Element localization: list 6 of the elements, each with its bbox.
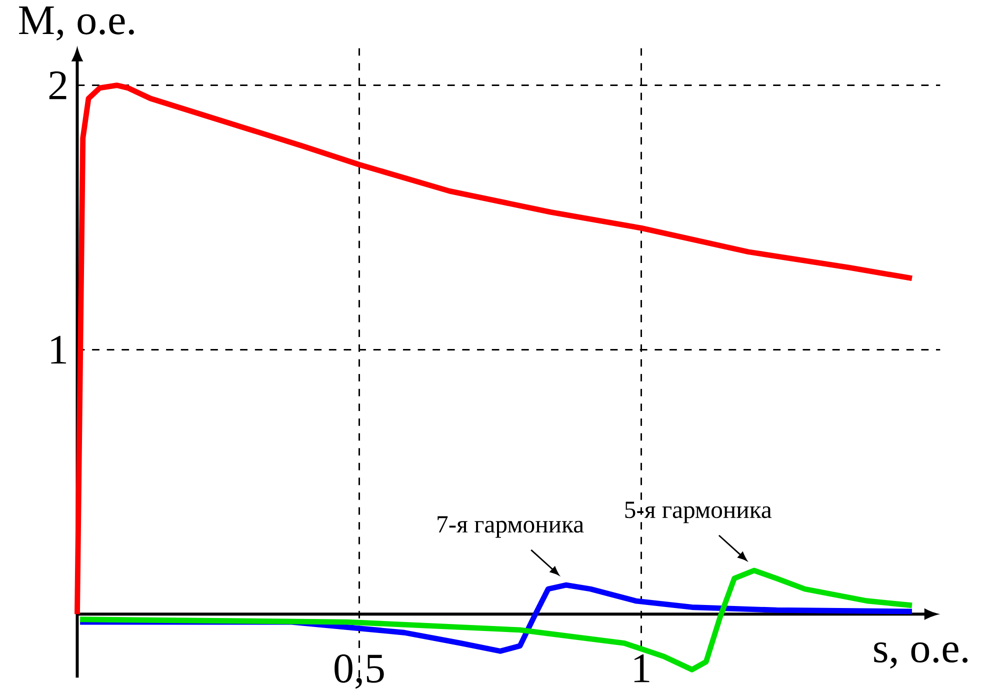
annotation: 7-я гармоника (438, 516, 584, 538)
y-axis-title: M, о.е. (19, 6, 134, 40)
annotation: 5-я гармоника (625, 502, 772, 524)
y-tick-label: 2 (49, 71, 66, 100)
x-axis-title: s, о.е. (874, 642, 968, 669)
x-tick-label: 0,5 (334, 654, 384, 689)
